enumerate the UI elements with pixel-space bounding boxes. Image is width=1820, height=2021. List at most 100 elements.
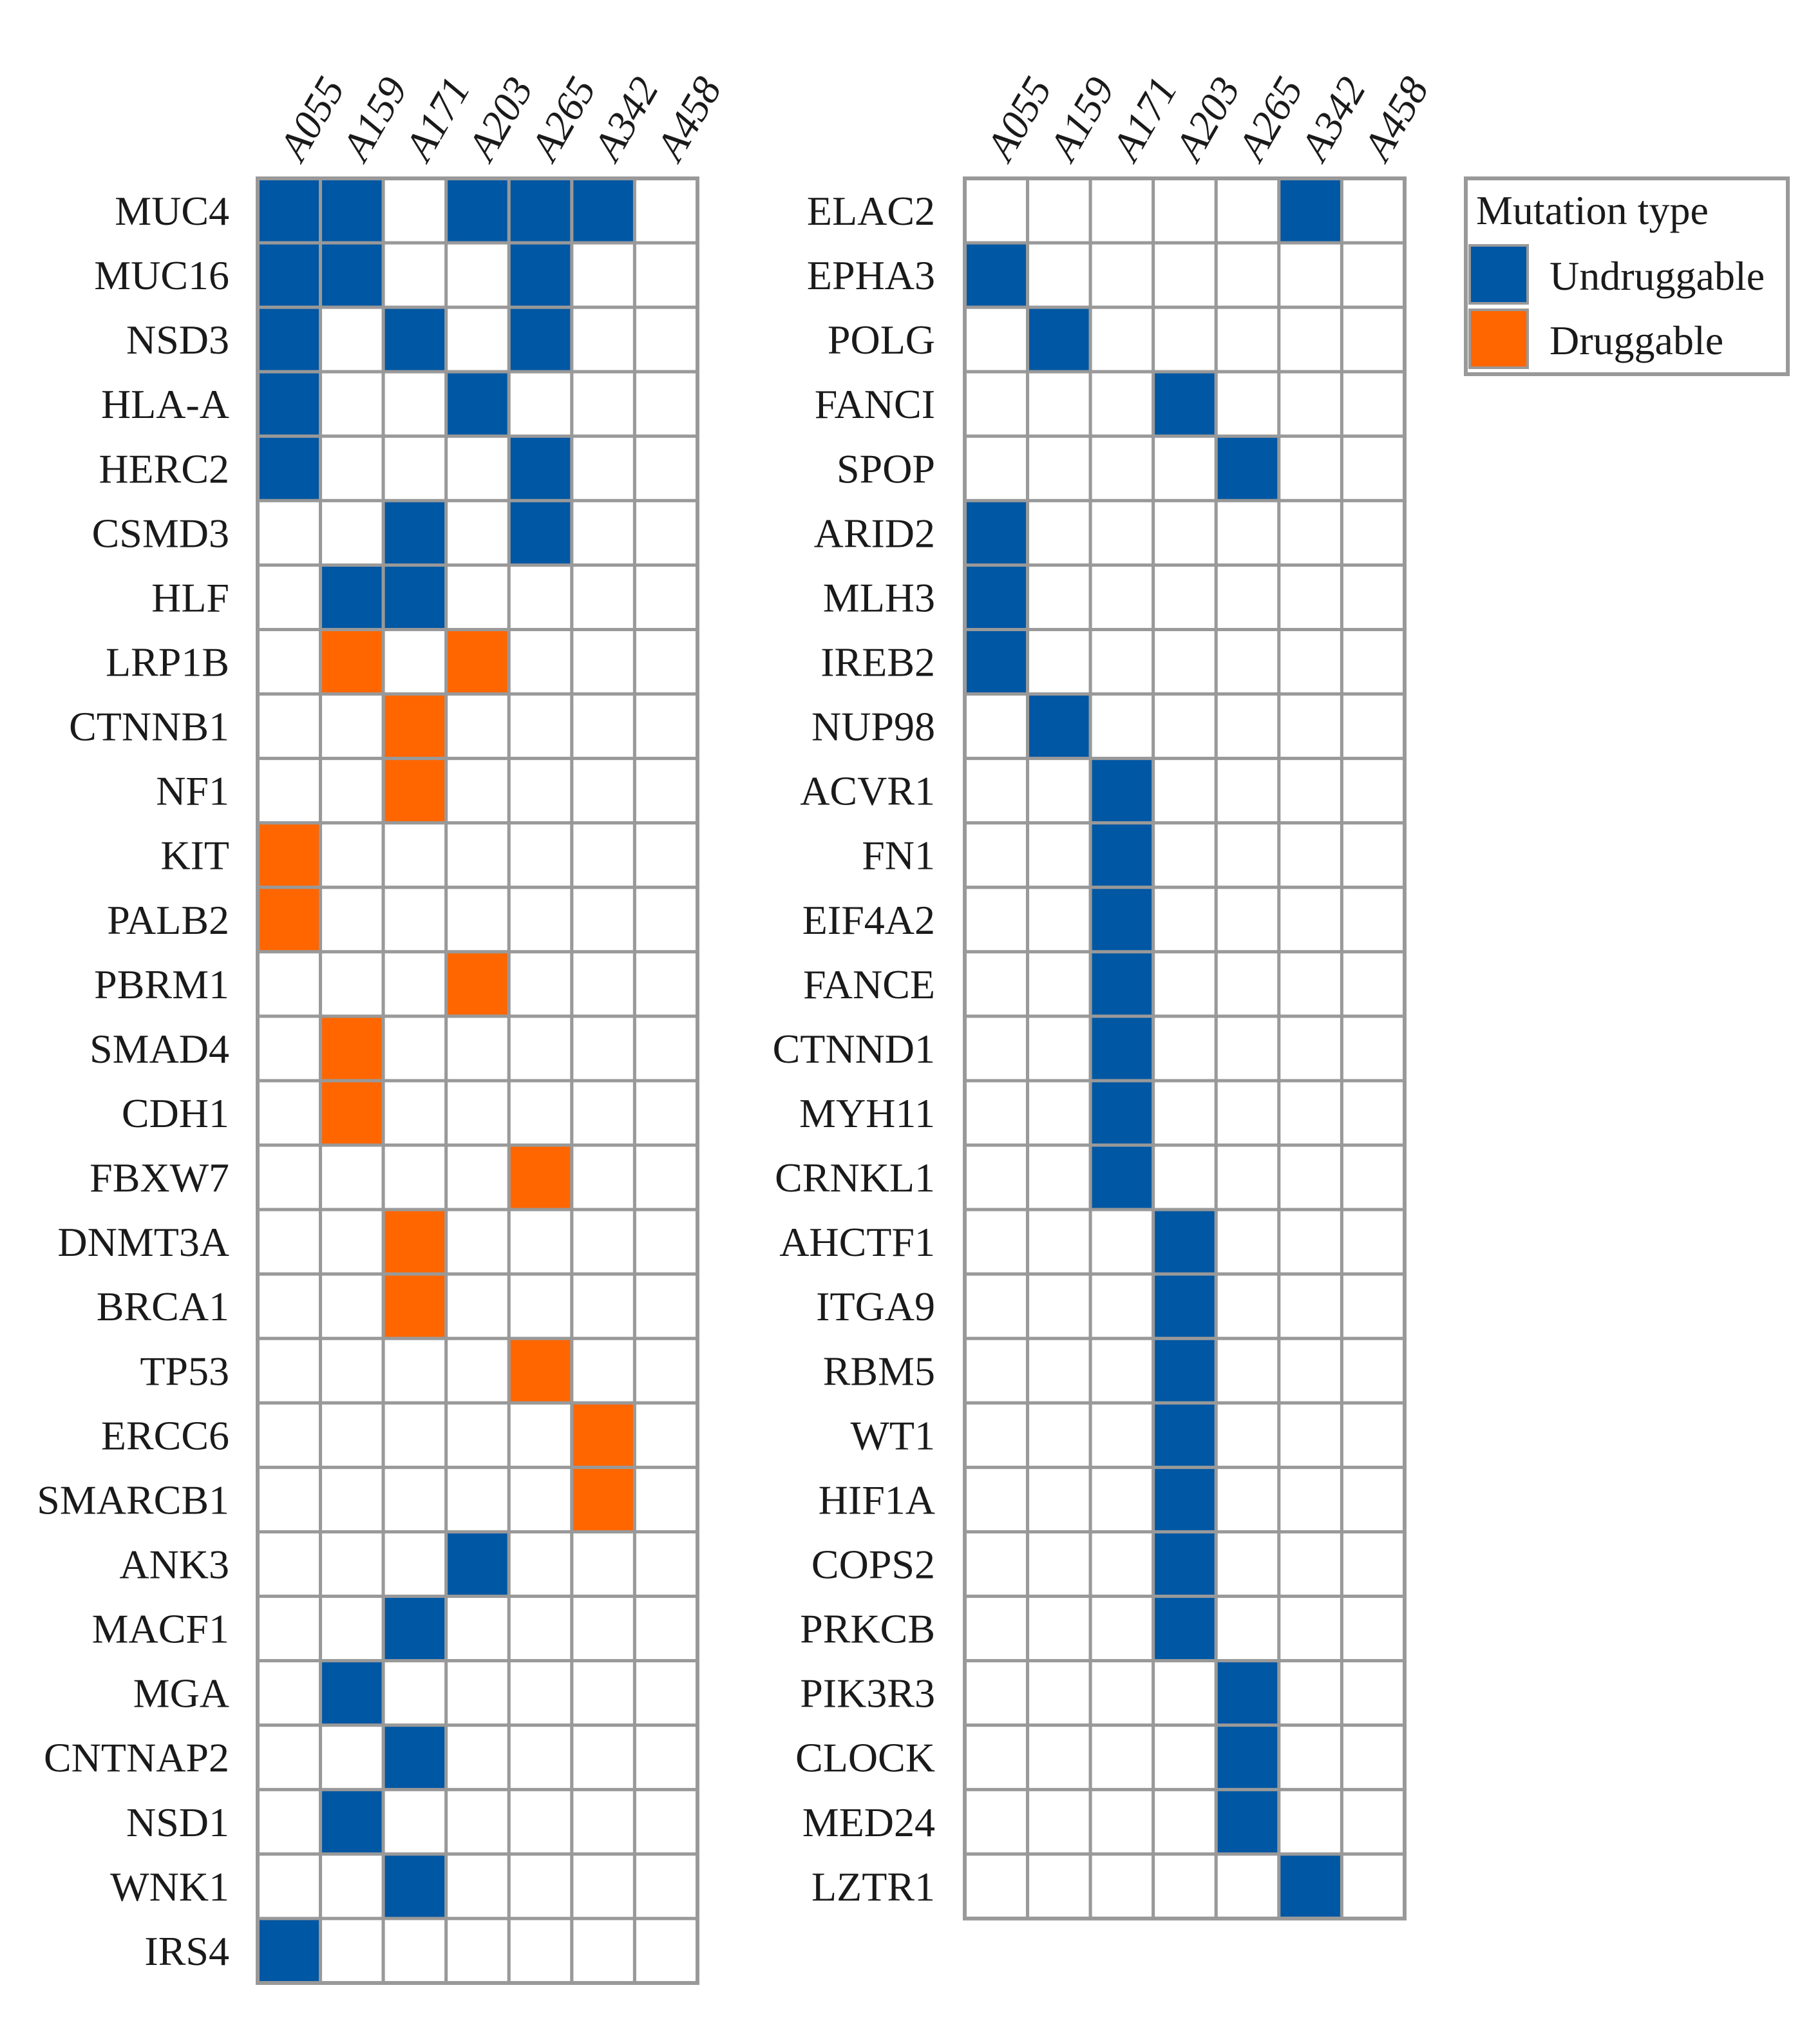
cell-FANCE-A055: [963, 950, 1030, 1018]
cell-PALB2-A458: [632, 886, 699, 954]
cell-HLA-A-A342: [570, 370, 636, 438]
legend-label-druggable: Druggable: [1550, 318, 1723, 363]
cell-SMAD4-A458: [632, 1014, 699, 1083]
cell-CLOCK-A055: [963, 1723, 1030, 1792]
cell-RBM5-A265: [1214, 1336, 1281, 1405]
cell-EIF4A2-A171: [1088, 886, 1155, 954]
cell-MYH11-A203: [1152, 1079, 1218, 1147]
cell-ACVR1-A265: [1214, 757, 1281, 825]
gene-label-HLF: HLF: [151, 574, 229, 620]
cell-NF1-A159: [319, 757, 385, 825]
cell-DNMT3A-A171: [381, 1208, 448, 1276]
cell-ACVR1-A171: [1088, 757, 1155, 825]
cell-BRCA1-A265: [507, 1272, 574, 1340]
gene-label-ACVR1: ACVR1: [800, 768, 935, 814]
cell-KIT-A342: [570, 821, 636, 889]
cell-HLA-A-A265: [507, 370, 574, 438]
cell-NF1-A342: [570, 757, 636, 825]
cell-ELAC2-A342: [1277, 176, 1343, 245]
cell-EIF4A2-A342: [1277, 886, 1343, 954]
gene-label-CRNKL1: CRNKL1: [775, 1155, 935, 1200]
cell-NSD1-A203: [444, 1788, 511, 1856]
cell-ITGA9-A055: [963, 1272, 1030, 1340]
cell-SMAD4-A342: [570, 1014, 636, 1083]
sample-label-A342: A342: [1290, 70, 1374, 170]
cell-NF1-A171: [381, 757, 448, 825]
cell-NF1-A055: [256, 757, 323, 825]
cell-RBM5-A342: [1277, 1336, 1343, 1405]
cell-CLOCK-A203: [1152, 1723, 1218, 1792]
cell-NSD1-A055: [256, 1788, 323, 1856]
cell-FN1-A203: [1152, 821, 1218, 889]
cell-IRS4-A342: [570, 1917, 636, 1985]
cell-ITGA9-A265: [1214, 1272, 1281, 1340]
gene-label-ERCC6: ERCC6: [101, 1412, 229, 1458]
cell-CNTNAP2-A203: [444, 1723, 511, 1792]
cell-MUC4-A342: [570, 176, 636, 245]
gene-label-EPHA3: EPHA3: [807, 252, 935, 298]
cell-NF1-A203: [444, 757, 511, 825]
cell-ITGA9-A159: [1026, 1272, 1092, 1340]
cell-CTNND1-A265: [1214, 1014, 1281, 1083]
gene-label-MLH3: MLH3: [823, 574, 935, 620]
gene-label-SPOP: SPOP: [837, 446, 935, 491]
cell-MUC16-A265: [507, 241, 574, 309]
cell-ELAC2-A458: [1340, 176, 1407, 245]
cell-ELAC2-A203: [1152, 176, 1218, 245]
cell-MACF1-A203: [444, 1595, 511, 1663]
gene-label-FANCE: FANCE: [803, 962, 935, 1007]
panel-frame: [256, 176, 699, 1985]
gene-label-MYH11: MYH11: [799, 1090, 935, 1136]
cell-IRS4-A265: [507, 1917, 574, 1985]
cell-MLH3-A265: [1214, 563, 1281, 631]
cell-SPOP-A203: [1152, 434, 1218, 502]
cell-HLF-A055: [256, 563, 323, 631]
cell-COPS2-A159: [1026, 1530, 1092, 1599]
cell-ERCC6-A265: [507, 1401, 574, 1469]
gene-label-HIF1A: HIF1A: [819, 1477, 935, 1523]
cell-CNTNAP2-A171: [381, 1723, 448, 1792]
cell-MUC4-A203: [444, 176, 511, 245]
cell-EIF4A2-A159: [1026, 886, 1092, 954]
cell-AHCTF1-A458: [1340, 1208, 1407, 1276]
panel-frame: [963, 176, 1407, 1921]
cell-HERC2-A203: [444, 434, 511, 502]
cell-PBRM1-A203: [444, 950, 511, 1018]
cell-POLG-A159: [1026, 305, 1092, 374]
cell-MUC4-A159: [319, 176, 385, 245]
cell-CLOCK-A342: [1277, 1723, 1343, 1792]
cell-SMAD4-A265: [507, 1014, 574, 1083]
gene-label-PIK3R3: PIK3R3: [800, 1671, 935, 1716]
cell-WT1-A171: [1088, 1401, 1155, 1469]
cell-CTNND1-A458: [1340, 1014, 1407, 1083]
gene-label-BRCA1: BRCA1: [97, 1284, 229, 1329]
sample-label-A458: A458: [646, 70, 730, 170]
cell-MACF1-A265: [507, 1595, 574, 1663]
cell-LRP1B-A055: [256, 627, 323, 696]
legend-title: Mutation type: [1476, 187, 1709, 233]
cell-LZTR1-A458: [1340, 1852, 1407, 1921]
cell-CRNKL1-A171: [1088, 1143, 1155, 1211]
cell-KIT-A055: [256, 821, 323, 889]
heatmap-panels: MUC4 MUC16 NSD3 HLA-A HERC2 CSMD3 HLF LRP1B CTNN…: [37, 70, 1437, 1985]
cell-EPHA3-A203: [1152, 241, 1218, 309]
gene-label-PBRM1: PBRM1: [94, 962, 229, 1007]
cell-ELAC2-A159: [1026, 176, 1092, 245]
cell-IREB2-A055: [963, 627, 1030, 696]
cell-EIF4A2-A055: [963, 886, 1030, 954]
cell-BRCA1-A458: [632, 1272, 699, 1340]
sample-label-A265: A265: [520, 70, 605, 170]
cell-ARID2-A342: [1277, 498, 1343, 567]
cell-BRCA1-A055: [256, 1272, 323, 1340]
cell-LRP1B-A458: [632, 627, 699, 696]
cell-HERC2-A055: [256, 434, 323, 502]
cell-AHCTF1-A055: [963, 1208, 1030, 1276]
cell-NSD3-A055: [256, 305, 323, 374]
cell-DNMT3A-A055: [256, 1208, 323, 1276]
cell-CTNNB1-A171: [381, 692, 448, 761]
cell-NUP98-A342: [1277, 692, 1343, 761]
cell-TP53-A055: [256, 1336, 323, 1405]
cell-WNK1-A159: [319, 1852, 385, 1921]
cell-AHCTF1-A265: [1214, 1208, 1281, 1276]
gene-label-WNK1: WNK1: [110, 1864, 229, 1910]
